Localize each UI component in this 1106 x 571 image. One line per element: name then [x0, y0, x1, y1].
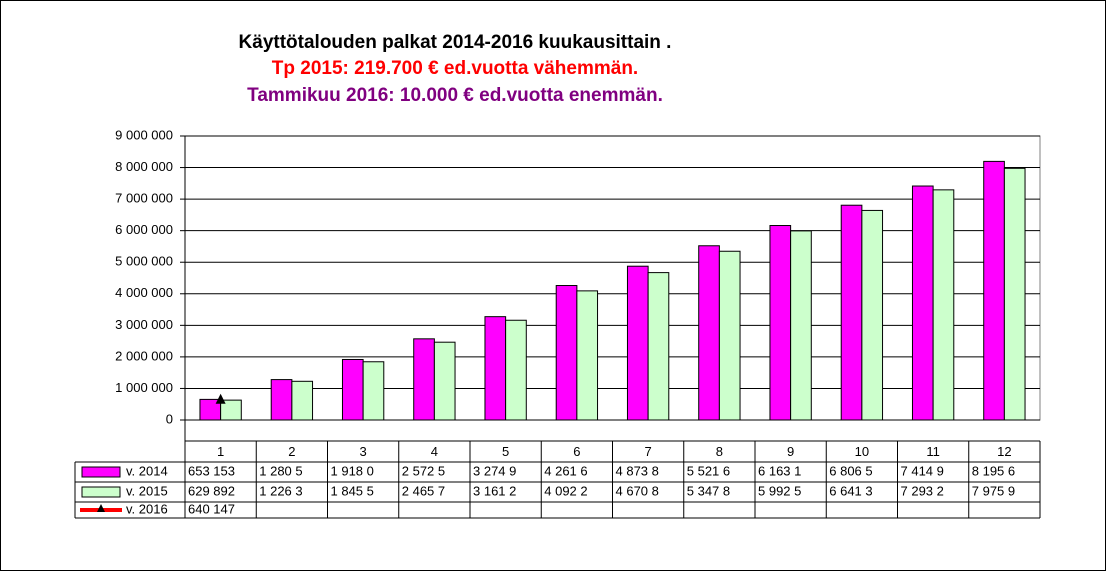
chart-subtitle: Tammikuu 2016: 10.000 € ed.vuotta enemmä… — [247, 85, 663, 106]
x-tick-label: 6 — [573, 444, 580, 459]
bar — [555, 285, 578, 421]
y-tick-label: 6 000 000 — [115, 222, 173, 237]
chart-subtitle: Tp 2015: 219.700 € ed.vuotta vähemmän. — [272, 58, 638, 79]
y-tick-label: 9 000 000 — [115, 127, 173, 142]
data-label: 1 226 3 — [259, 483, 302, 498]
data-label: 4 670 8 — [616, 483, 659, 498]
x-tick-label: 12 — [997, 444, 1011, 459]
bar — [861, 209, 884, 421]
bar — [505, 319, 527, 421]
bar — [698, 245, 720, 421]
y-tick-label: 3 000 000 — [115, 317, 173, 332]
data-label: 5 347 8 — [687, 483, 730, 498]
bar — [983, 160, 1005, 421]
legend-key — [97, 504, 105, 512]
bar — [576, 290, 599, 421]
data-label: 8 195 6 — [972, 463, 1015, 478]
data-label: 5 992 5 — [758, 483, 801, 498]
legend-label: v. 2014 — [126, 463, 168, 478]
data-label: 1 918 0 — [331, 463, 374, 478]
x-tick-label: 9 — [787, 444, 794, 459]
data-label: 1 280 5 — [259, 463, 302, 478]
data-label: 5 521 6 — [687, 463, 730, 478]
legend-label: v. 2016 — [126, 501, 168, 516]
data-label: 6 163 1 — [758, 463, 801, 478]
data-label: 2 465 7 — [402, 483, 445, 498]
bar — [790, 230, 812, 421]
bar — [220, 399, 242, 421]
plot-area — [184, 135, 1041, 421]
y-tick-label: 4 000 000 — [115, 285, 173, 300]
bar — [270, 379, 293, 421]
marker — [215, 393, 226, 404]
x-tick-label: 1 — [217, 444, 224, 459]
x-tick-label: 4 — [431, 444, 438, 459]
y-tick-label: 2 000 000 — [115, 348, 173, 363]
y-tick-label: 0 — [166, 411, 173, 426]
bar — [433, 341, 456, 421]
data-label: 4 261 6 — [544, 463, 587, 478]
x-tick-label: 3 — [360, 444, 367, 459]
chart-title: Käyttötalouden palkat 2014-2016 kuukausi… — [239, 32, 672, 53]
y-tick-label: 7 000 000 — [115, 191, 173, 206]
bar — [626, 265, 649, 421]
bar — [484, 316, 507, 421]
data-label: 2 572 5 — [402, 463, 445, 478]
bar — [911, 185, 934, 421]
data-label: 640 147 — [188, 501, 235, 516]
data-label: 3 274 9 — [473, 463, 516, 478]
x-tick-label: 2 — [288, 444, 295, 459]
x-tick-label: 11 — [926, 444, 940, 459]
bar — [1003, 167, 1026, 421]
data-label: 653 153 — [188, 463, 235, 478]
legend-key — [81, 466, 121, 478]
y-tick-label: 5 000 000 — [115, 254, 173, 269]
x-tick-label: 8 — [716, 444, 723, 459]
x-tick-label: 10 — [855, 444, 869, 459]
data-label: 4 873 8 — [616, 463, 659, 478]
bar — [769, 225, 792, 421]
bar — [291, 380, 314, 421]
x-tick-label: 7 — [645, 444, 652, 459]
bar — [718, 250, 741, 421]
data-label: 7 414 9 — [901, 463, 944, 478]
bar — [362, 361, 385, 421]
data-label: 4 092 2 — [544, 483, 587, 498]
bar — [647, 272, 670, 421]
data-label: 7 293 2 — [901, 483, 944, 498]
bar — [840, 204, 863, 421]
legend-key — [81, 486, 121, 498]
y-tick-label: 8 000 000 — [115, 159, 173, 174]
y-tick-label: 1 000 000 — [115, 380, 173, 395]
bar — [413, 338, 435, 421]
data-label: 6 641 3 — [829, 483, 872, 498]
data-label: 7 975 9 — [972, 483, 1015, 498]
data-label: 3 161 2 — [473, 483, 516, 498]
x-tick-label: 5 — [502, 444, 509, 459]
data-label: 1 845 5 — [331, 483, 374, 498]
legend-label: v. 2015 — [126, 483, 168, 498]
bar — [341, 358, 364, 421]
data-label: 629 892 — [188, 483, 235, 498]
bar — [932, 189, 955, 421]
data-label: 6 806 5 — [829, 463, 872, 478]
